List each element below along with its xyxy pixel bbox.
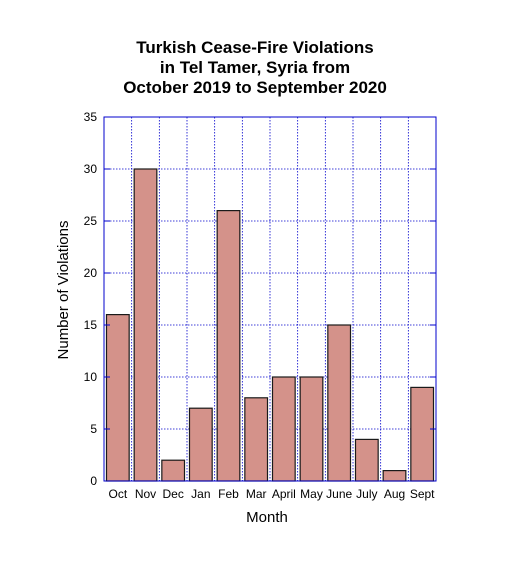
bar-nov: [133, 168, 158, 482]
y-tick-label-15: 15: [84, 318, 98, 332]
y-tick-label-0: 0: [90, 474, 97, 488]
x-tick-label-june: June: [326, 487, 352, 501]
y-tick-label-25: 25: [84, 214, 98, 228]
bars: [105, 168, 435, 482]
x-tick-label-sept: Sept: [410, 487, 435, 501]
y-tick-label-35: 35: [84, 110, 98, 124]
x-tick-label-dec: Dec: [162, 487, 183, 501]
x-tick-label-mar: Mar: [246, 487, 267, 501]
bar-mar: [244, 397, 269, 482]
bar-july: [354, 438, 379, 482]
x-tick-label-feb: Feb: [218, 487, 239, 501]
y-tick-label-5: 5: [90, 422, 97, 436]
bar-feb: [216, 210, 241, 482]
x-tick-label-july: July: [356, 487, 377, 501]
bar-sept: [410, 386, 435, 482]
x-axis-label: Month: [246, 509, 288, 526]
y-tick-label-20: 20: [84, 266, 98, 280]
bar-june: [327, 324, 352, 482]
y-tick-label-10: 10: [84, 370, 98, 384]
grid-lines: [104, 117, 436, 481]
y-tick-label-30: 30: [84, 162, 98, 176]
x-tick-label-jan: Jan: [191, 487, 210, 501]
bar-oct: [105, 314, 130, 482]
bar-april: [271, 376, 296, 482]
bar-aug: [382, 470, 407, 482]
bar-may: [299, 376, 324, 482]
chart-title-line-2: in Tel Tamer, Syria from: [160, 58, 350, 77]
chart-title-line-1: Turkish Cease-Fire Violations: [136, 38, 373, 57]
plot-frame: [103, 116, 437, 482]
bar-jan: [188, 407, 213, 482]
x-tick-label-may: May: [300, 487, 323, 501]
chart-title-line-3: October 2019 to September 2020: [123, 78, 387, 97]
plot-area-border: [103, 116, 437, 482]
bar-dec: [161, 459, 186, 482]
x-tick-label-nov: Nov: [135, 487, 156, 501]
x-tick-label-oct: Oct: [108, 487, 127, 501]
x-tick-labels: Oct Nov Dec Jan Feb Mar April May June July Aug Sep…: [108, 487, 435, 501]
y-tick-labels: 0 5 10 15 20 25 30 35: [84, 110, 98, 488]
x-tick-label-april: April: [272, 487, 296, 501]
x-tick-label-aug: Aug: [384, 487, 405, 501]
y-axis-label: Number of Violations: [55, 221, 72, 360]
